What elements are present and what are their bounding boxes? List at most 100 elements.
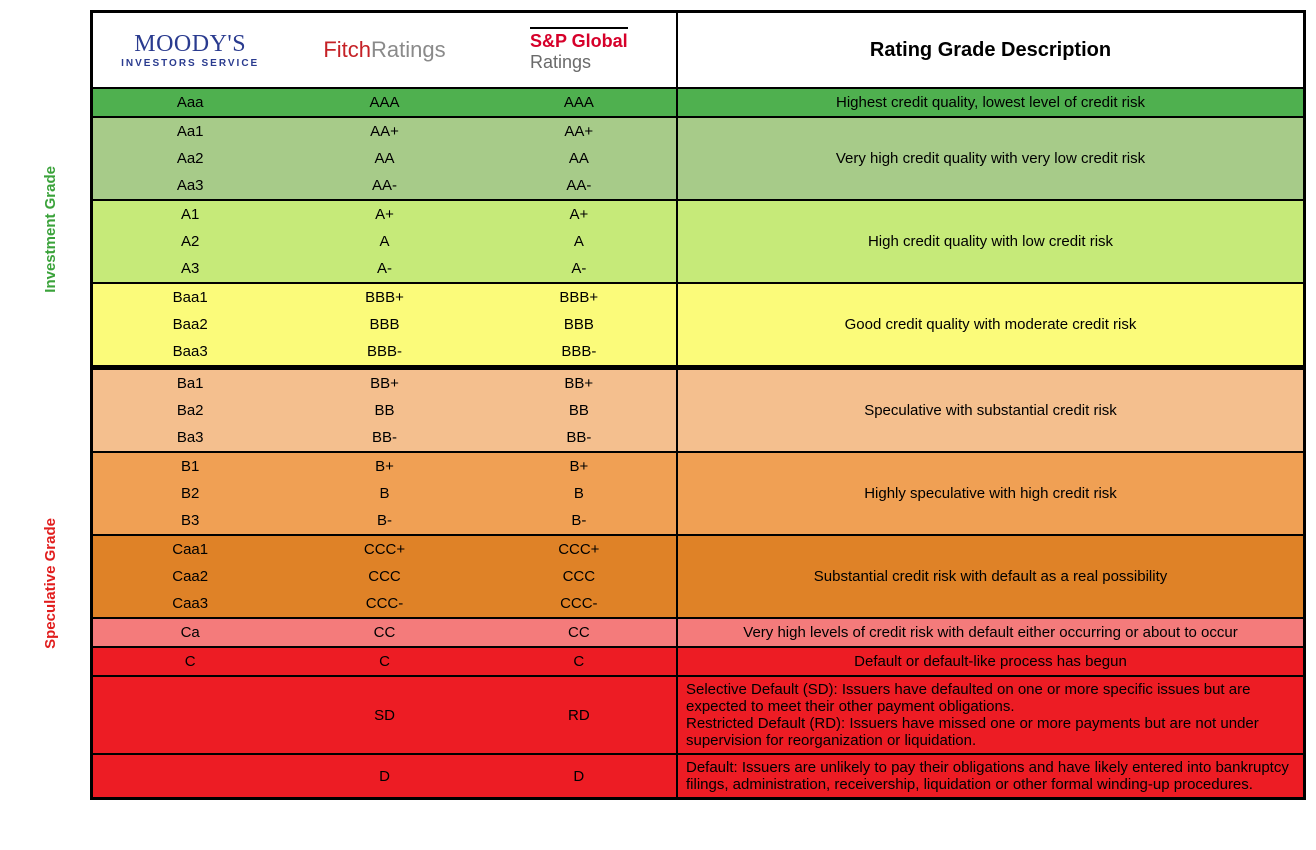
agency-header-section: MOODY'S INVESTORS SERVICE FitchRatings S… bbox=[93, 13, 678, 87]
fitch-rating-cell: D bbox=[287, 763, 481, 790]
fitch-logo-part2: Ratings bbox=[371, 37, 446, 62]
rating-subrow: Aa3AA-AA- bbox=[93, 172, 676, 199]
fitch-rating-cell: CCC- bbox=[287, 590, 481, 617]
rating-subrow: Ba2BBBB bbox=[93, 397, 676, 424]
sp-rating-cell: CCC bbox=[482, 563, 676, 590]
fitch-rating-cell: AA+ bbox=[287, 118, 481, 145]
ratings-cells: Aa1AA+AA+Aa2AAAAAa3AA-AA- bbox=[93, 118, 678, 199]
sp-rating-cell: RD bbox=[482, 702, 676, 729]
rating-subrow: Ba3BB-BB- bbox=[93, 424, 676, 451]
rating-subrow: DD bbox=[93, 763, 676, 790]
rating-description: Very high credit quality with very low c… bbox=[678, 118, 1303, 199]
moodys-rating-cell: A1 bbox=[93, 201, 287, 228]
rating-subrow: A1A+A+ bbox=[93, 201, 676, 228]
moodys-rating-cell: Baa2 bbox=[93, 311, 287, 338]
sp-rating-cell: A+ bbox=[482, 201, 676, 228]
rating-group-row: CaCCCCVery high levels of credit risk wi… bbox=[93, 619, 1303, 648]
rating-description: Very high levels of credit risk with def… bbox=[678, 619, 1303, 646]
sp-rating-cell: CCC+ bbox=[482, 536, 676, 563]
fitch-rating-cell: CC bbox=[287, 619, 481, 646]
moodys-rating-cell bbox=[93, 702, 287, 729]
rating-subrow: Caa1CCC+CCC+ bbox=[93, 536, 676, 563]
rating-group-row: Baa1BBB+BBB+Baa2BBBBBBBaa3BBB-BBB-Good c… bbox=[93, 284, 1303, 370]
sp-rating-cell: BB- bbox=[482, 424, 676, 451]
fitch-rating-cell: CCC+ bbox=[287, 536, 481, 563]
sp-rating-cell: CCC- bbox=[482, 590, 676, 617]
moodys-rating-cell: B3 bbox=[93, 507, 287, 534]
fitch-rating-cell: AA- bbox=[287, 172, 481, 199]
sp-logo: S&P Global Ratings bbox=[482, 27, 676, 73]
rating-description: Highly speculative with high credit risk bbox=[678, 453, 1303, 534]
sp-rating-cell: AA- bbox=[482, 172, 676, 199]
moodys-rating-cell: Ca bbox=[93, 619, 287, 646]
description-header: Rating Grade Description bbox=[678, 13, 1303, 87]
rating-description: Highest credit quality, lowest level of … bbox=[678, 89, 1303, 116]
grade-sidebar: Investment Grade Speculative Grade bbox=[10, 10, 90, 800]
rating-subrow: B3B-B- bbox=[93, 507, 676, 534]
fitch-rating-cell: B+ bbox=[287, 453, 481, 480]
moodys-rating-cell: Aa3 bbox=[93, 172, 287, 199]
ratings-table: MOODY'S INVESTORS SERVICE FitchRatings S… bbox=[90, 10, 1306, 800]
sp-rating-cell: AA bbox=[482, 145, 676, 172]
rating-subrow: A2AA bbox=[93, 228, 676, 255]
moodys-logo: MOODY'S INVESTORS SERVICE bbox=[93, 31, 287, 69]
fitch-rating-cell: BBB- bbox=[287, 338, 481, 365]
sp-rating-cell: B+ bbox=[482, 453, 676, 480]
investment-grade-label: Investment Grade bbox=[10, 89, 90, 370]
sp-rating-cell: BBB+ bbox=[482, 284, 676, 311]
moodys-rating-cell: Aa1 bbox=[93, 118, 287, 145]
moodys-rating-cell: Ba3 bbox=[93, 424, 287, 451]
fitch-rating-cell: B bbox=[287, 480, 481, 507]
moodys-rating-cell: Baa1 bbox=[93, 284, 287, 311]
rating-subrow: CaCCCC bbox=[93, 619, 676, 646]
moodys-rating-cell: Caa2 bbox=[93, 563, 287, 590]
fitch-rating-cell: BB bbox=[287, 397, 481, 424]
sp-rating-cell: CC bbox=[482, 619, 676, 646]
sp-rating-cell: BBB- bbox=[482, 338, 676, 365]
ratings-cells: AaaAAAAAA bbox=[93, 89, 678, 116]
rating-subrow: Caa3CCC-CCC- bbox=[93, 590, 676, 617]
rating-group-row: DDDefault: Issuers are unlikely to pay t… bbox=[93, 755, 1303, 797]
moodys-rating-cell: B2 bbox=[93, 480, 287, 507]
moodys-rating-cell: B1 bbox=[93, 453, 287, 480]
moodys-rating-cell: A3 bbox=[93, 255, 287, 282]
ratings-table-wrap: Investment Grade Speculative Grade MOODY… bbox=[10, 10, 1306, 800]
rating-description: Good credit quality with moderate credit… bbox=[678, 284, 1303, 365]
ratings-cells: SDRD bbox=[93, 677, 678, 753]
moodys-rating-cell: Aaa bbox=[93, 89, 287, 116]
moodys-rating-cell: C bbox=[93, 648, 287, 675]
fitch-rating-cell: CCC bbox=[287, 563, 481, 590]
rating-description: Default or default-like process has begu… bbox=[678, 648, 1303, 675]
fitch-rating-cell: BB+ bbox=[287, 370, 481, 397]
ratings-cells: Baa1BBB+BBB+Baa2BBBBBBBaa3BBB-BBB- bbox=[93, 284, 678, 365]
sp-logo-line2: Ratings bbox=[530, 52, 591, 73]
moodys-rating-cell: Ba2 bbox=[93, 397, 287, 424]
moodys-rating-cell: Ba1 bbox=[93, 370, 287, 397]
fitch-logo-part1: Fitch bbox=[323, 37, 371, 62]
rating-group-row: Ba1BB+BB+Ba2BBBBBa3BB-BB-Speculative wit… bbox=[93, 370, 1303, 453]
fitch-rating-cell: B- bbox=[287, 507, 481, 534]
rating-subrow: AaaAAAAAA bbox=[93, 89, 676, 116]
rating-subrow: B1B+B+ bbox=[93, 453, 676, 480]
rating-subrow: Ba1BB+BB+ bbox=[93, 370, 676, 397]
rating-subrow: Baa3BBB-BBB- bbox=[93, 338, 676, 365]
fitch-rating-cell: SD bbox=[287, 702, 481, 729]
speculative-grade-text: Speculative Grade bbox=[42, 518, 59, 649]
ratings-cells: Caa1CCC+CCC+Caa2CCCCCCCaa3CCC-CCC- bbox=[93, 536, 678, 617]
moodys-rating-cell: Caa1 bbox=[93, 536, 287, 563]
ratings-cells: Ba1BB+BB+Ba2BBBBBa3BB-BB- bbox=[93, 370, 678, 451]
moodys-logo-line1: MOODY'S bbox=[134, 31, 246, 58]
rating-description: Default: Issuers are unlikely to pay the… bbox=[678, 755, 1303, 797]
ratings-cells: DD bbox=[93, 755, 678, 797]
rating-group-row: A1A+A+A2AAA3A-A-High credit quality with… bbox=[93, 201, 1303, 284]
groups-container: AaaAAAAAAHighest credit quality, lowest … bbox=[93, 89, 1303, 797]
rating-subrow: SDRD bbox=[93, 702, 676, 729]
moodys-rating-cell: Aa2 bbox=[93, 145, 287, 172]
rating-group-row: AaaAAAAAAHighest credit quality, lowest … bbox=[93, 89, 1303, 118]
ratings-cells: CaCCCC bbox=[93, 619, 678, 646]
moodys-logo-line2: INVESTORS SERVICE bbox=[121, 58, 259, 69]
rating-group-row: B1B+B+B2BBB3B-B-Highly speculative with … bbox=[93, 453, 1303, 536]
sp-rating-cell: AAA bbox=[482, 89, 676, 116]
rating-subrow: B2BB bbox=[93, 480, 676, 507]
fitch-rating-cell: A- bbox=[287, 255, 481, 282]
